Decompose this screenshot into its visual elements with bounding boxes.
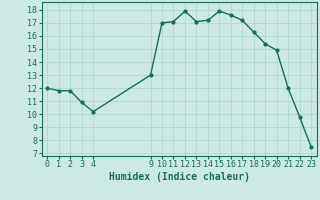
X-axis label: Humidex (Indice chaleur): Humidex (Indice chaleur) [109,172,250,182]
